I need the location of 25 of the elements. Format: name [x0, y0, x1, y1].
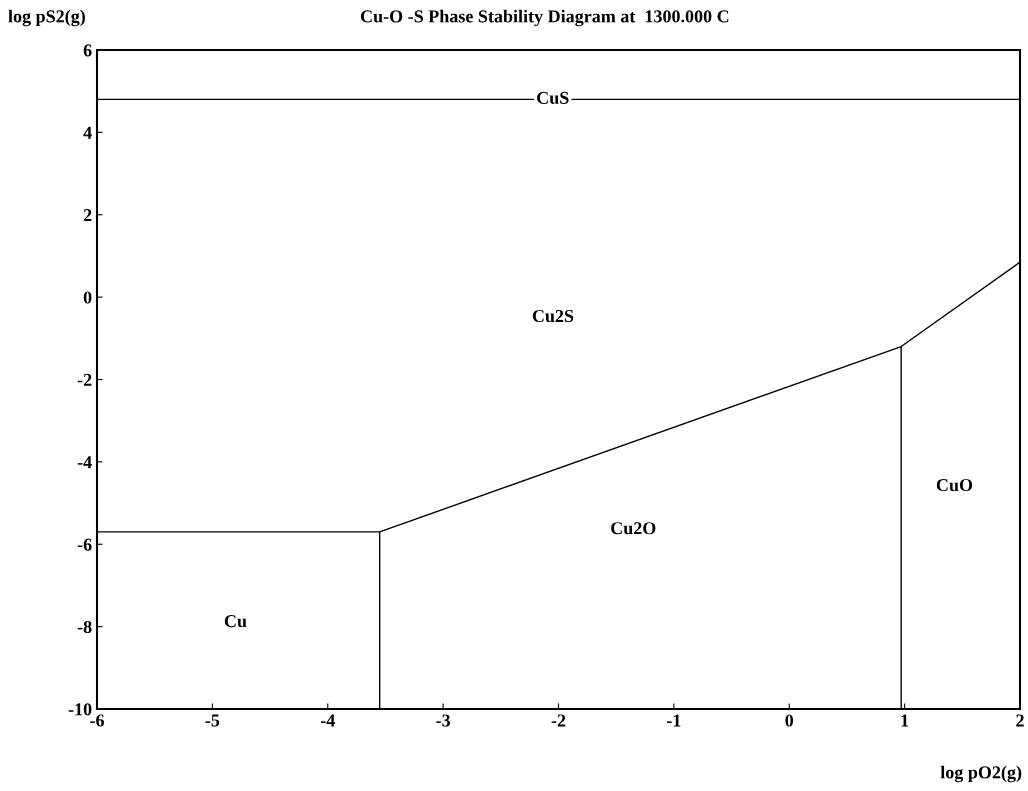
- annotation: CuO: [936, 478, 973, 492]
- x-tick-label: 0: [785, 714, 794, 727]
- x-tick-label: -4: [320, 714, 335, 727]
- annotation: CuS: [537, 91, 569, 104]
- chart-title: Cu-O -S Phase Stability Diagram at 1300.000 C: [360, 9, 729, 27]
- annotation: Cu2S: [532, 309, 574, 323]
- y-tick-label: -8: [77, 620, 92, 634]
- x-tick-label: 2: [1016, 714, 1024, 727]
- y-tick-label: 4: [83, 126, 92, 139]
- y-tick-label: -10: [68, 703, 92, 716]
- x-tick-label: 1: [901, 714, 909, 727]
- x-tick-label: -1: [667, 714, 681, 727]
- annotation: Cu: [224, 615, 247, 628]
- y-axis-title: log pS2(g): [8, 9, 85, 27]
- annotation: Cu2O: [611, 522, 656, 535]
- x-tick-label: -3: [436, 714, 451, 727]
- y-tick-label: 6: [83, 44, 92, 57]
- y-tick-label: -4: [77, 456, 92, 469]
- y-tick-label: 2: [83, 209, 92, 222]
- x-tick-label: -2: [551, 714, 566, 727]
- x-axis-title: log pO2(g): [940, 765, 1022, 783]
- x-tick-label: -5: [205, 714, 220, 727]
- y-tick-label: -2: [77, 373, 92, 386]
- y-tick-label: -6: [77, 538, 92, 551]
- y-tick-label: 0: [83, 291, 92, 304]
